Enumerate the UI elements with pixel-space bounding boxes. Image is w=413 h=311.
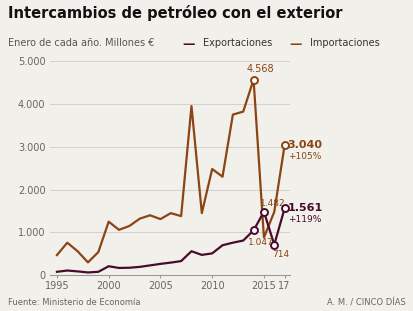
Text: 1.482: 1.482 [259,199,285,208]
Text: —: — [182,38,194,51]
Text: +105%: +105% [287,152,320,161]
Text: 1.047: 1.047 [248,238,273,247]
Text: Importaciones: Importaciones [310,38,379,48]
Text: 4.568: 4.568 [246,64,273,74]
Text: Enero de cada año. Millones €: Enero de cada año. Millones € [8,38,154,48]
Text: 1.561: 1.561 [287,203,322,213]
Text: +119%: +119% [287,215,320,224]
Text: —: — [289,38,301,51]
Text: A. M. / CINCO DÍAS: A. M. / CINCO DÍAS [326,298,405,307]
Text: Fuente: Ministerio de Economía: Fuente: Ministerio de Economía [8,298,140,307]
Text: Exportaciones: Exportaciones [202,38,271,48]
Text: 3.040: 3.040 [287,140,322,150]
Text: 714: 714 [271,249,289,258]
Text: Intercambios de petróleo con el exterior: Intercambios de petróleo con el exterior [8,5,342,21]
